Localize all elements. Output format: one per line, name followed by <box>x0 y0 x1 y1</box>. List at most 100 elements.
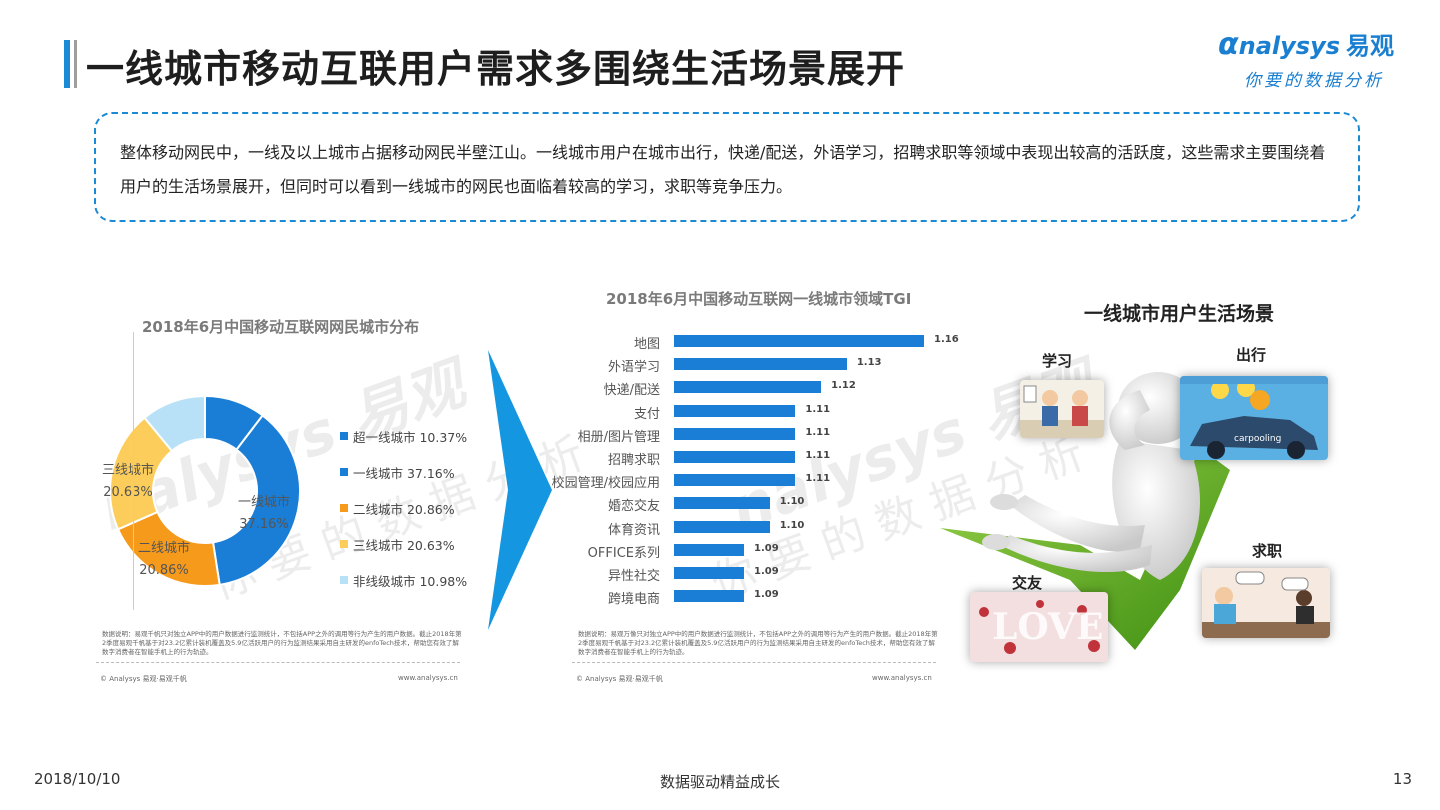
donut-slice-label-line: 37.16% <box>239 517 289 532</box>
bar-category-label: OFFICE系列 <box>587 545 660 561</box>
logo-a-mark: α <box>1218 27 1239 62</box>
page-title: 一线城市移动互联用户需求多围绕生活场景展开 <box>86 47 906 91</box>
bar-chart-axis <box>133 332 134 610</box>
travel-scene-thumbnail: carpooling <box>1180 376 1328 460</box>
summary-box: 整体移动网民中，一线及以上城市占据移动网民半壁江山。一线城市用户在城市出行，快递… <box>94 112 1360 222</box>
logo-cn: 易观 <box>1346 32 1394 60</box>
carpooling-car-icon <box>1180 376 1328 459</box>
big-right-arrow <box>488 350 552 630</box>
job-interview-icon <box>1202 571 1330 638</box>
bar-chart-title: 2018年6月中国移动互联网一线城市领域TGI <box>606 290 912 308</box>
donut-label-tier1: 一线城市 37.16% <box>238 492 290 536</box>
bar-category-label: 异性社交 <box>607 569 660 584</box>
legend-swatch <box>340 468 348 476</box>
bar <box>674 335 924 347</box>
bar-value-label: 1.11 <box>805 450 831 461</box>
carpooling-text: carpooling <box>1234 434 1282 444</box>
legend-label: 一线城市 37.16% <box>353 465 455 481</box>
bar <box>674 474 796 487</box>
legend-swatch <box>340 432 348 440</box>
donut-slice-label-line: 二线城市 <box>138 541 191 556</box>
bar-category-label: 校园管理/校园应用 <box>551 476 660 492</box>
bar <box>674 543 744 556</box>
bar-category-label: 体育资讯 <box>607 522 660 538</box>
bar-row: 体育资讯 1.10 <box>540 516 970 539</box>
bar-row: 快递/配送 1.12 <box>540 376 970 399</box>
bar-value-label: 1.10 <box>779 519 805 531</box>
bar-category-label: 地图 <box>633 337 660 352</box>
bar-value-label: 1.11 <box>805 426 831 438</box>
bar-row: 支付 1.11 <box>540 400 970 423</box>
bar-row: OFFICE系列 1.09 <box>540 539 970 562</box>
logo-slogan: 你要的数据分析 <box>1244 71 1384 91</box>
bar-value-label: 1.10 <box>779 496 805 508</box>
bar-category-label: 婚恋交友 <box>607 499 660 515</box>
study-people-icon <box>1020 385 1104 438</box>
bar-footer-right: www.analysys.cn <box>872 674 932 682</box>
analysys-logo: αnalysys 易观 你要的数据分析 <box>1218 26 1408 92</box>
title-accent-bar <box>64 40 70 88</box>
legend-label: 三线城市 20.63% <box>353 537 455 553</box>
bar <box>674 520 770 533</box>
legend-label: 超一线城市 10.37% <box>353 429 468 445</box>
legend-item: 二线城市 20.86% <box>340 490 467 526</box>
love-petals-icon <box>979 600 1100 654</box>
bar-value-label: 1.13 <box>856 357 882 369</box>
bar <box>674 451 796 463</box>
logo-wordmark: αnalysys 易观 <box>1218 26 1408 62</box>
figure-leg-2 <box>1000 535 1152 573</box>
legend-swatch <box>340 540 348 548</box>
bar-category-label: 支付 <box>633 406 660 422</box>
donut-slice-label-line: 20.86% <box>139 563 189 578</box>
figure-foot-2 <box>982 534 1010 550</box>
bar-row: 招聘求职 1.11 <box>540 446 970 469</box>
donut-legend: 超一线城市 10.37% 一线城市 37.16% 二线城市 20.86% 三线城市 2… <box>340 418 467 598</box>
bar-value-label: 1.16 <box>934 334 959 345</box>
donut-footer-left: © Analysys 易观·易观千帆 <box>100 675 187 683</box>
title-accent-bar-grey <box>74 40 77 88</box>
bar <box>674 404 796 417</box>
legend-item: 超一线城市 10.37% <box>340 418 467 454</box>
bar-value-label: 1.09 <box>754 566 779 577</box>
donut-label-tier2-text: 二线城市 20.86% <box>138 538 190 582</box>
donut-chart <box>109 396 301 586</box>
legend-label: 二线城市 20.86% <box>353 501 455 517</box>
donut-slice-label-line: 20.63% <box>103 485 153 500</box>
bar-category-label: 相册/图片管理 <box>577 429 660 445</box>
relaxing-figure-checkmark-illustration <box>940 372 1230 650</box>
bar-row: 地图 1.16 <box>540 330 970 353</box>
donut-label-tier3-text: 三线城市 20.63% <box>102 460 154 504</box>
legend-swatch <box>340 504 348 512</box>
donut-slice-label-line: 一线城市 <box>238 495 291 510</box>
bar-value-label: 1.11 <box>805 403 831 415</box>
bar-footer-left: © Analysys 易观·易观千帆 <box>576 675 663 683</box>
bar-row: 异性社交 1.09 <box>540 562 970 585</box>
donut-label-tier3: 三线城市 20.63% <box>102 460 154 504</box>
green-checkmark-shape <box>940 448 1230 650</box>
donut-slice-label-line: 三线城市 <box>102 463 155 478</box>
bar-row: 跨境电商 1.09 <box>540 585 970 608</box>
bar-value-label: 1.11 <box>805 473 831 485</box>
figure-arm <box>1109 390 1150 450</box>
bar-category-label: 快递/配送 <box>603 383 660 399</box>
bar <box>674 358 847 371</box>
legend-label: 非线级城市 10.98% <box>353 573 468 589</box>
bar-chart: 地图 1.16 外语学习 1.13 快递/配送 1.12 支付 1.11 相册/图片管理 1.11… <box>540 330 970 610</box>
donut-label-tier1-text: 一线城市 37.16% <box>238 492 290 536</box>
job-scene-thumbnail <box>1202 568 1330 638</box>
bar <box>674 381 822 394</box>
legend-item: 一线城市 37.16% <box>340 454 467 490</box>
study-scene-thumbnail <box>1020 380 1104 438</box>
bar-row: 校园管理/校园应用 1.11 <box>540 469 970 492</box>
footer-slogan: 数据驱动精益成长 <box>659 773 780 791</box>
donut-data-note: 数据说明：易观千帆只对独立APP中的用户数据进行监测统计，不包括APP之外的调用… <box>102 630 462 656</box>
legend-item: 非线级城市 10.98% <box>340 562 467 598</box>
summary-text: 整体移动网民中，一线及以上城市占据移动网民半壁江山。一线城市用户在城市出行，快递… <box>120 143 1326 196</box>
bar <box>674 590 744 603</box>
figure-head <box>1118 372 1198 444</box>
figure-leg-1 <box>1010 495 1145 552</box>
legend-swatch <box>340 576 348 584</box>
bar-category-label: 跨境电商 <box>607 592 660 608</box>
donut-slice <box>143 396 206 453</box>
love-text: LOVE <box>992 606 1104 648</box>
